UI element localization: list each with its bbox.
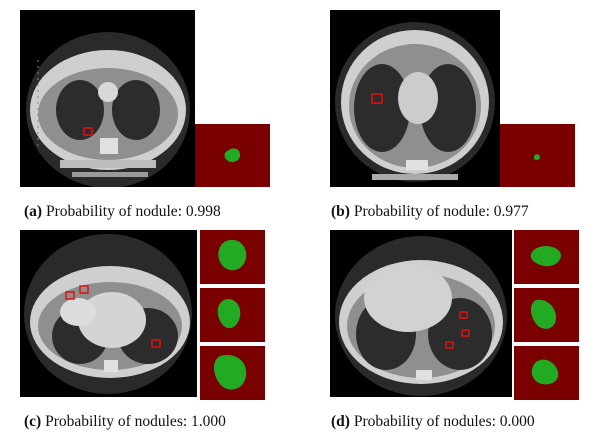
caption-d: (d) Probability of nodules: 0.000 xyxy=(331,413,535,430)
nodule-mask-b xyxy=(500,124,575,187)
nodule-marker xyxy=(371,93,383,104)
caption-a: (a) Probability of nodule: 0.998 xyxy=(24,203,221,220)
caption-c: (c) Probability of nodules: 1.000 xyxy=(24,413,226,430)
nodule-mask-c2 xyxy=(200,288,265,342)
nodule-mask-d2 xyxy=(514,288,579,342)
ct-scan-d xyxy=(330,230,512,397)
ct-scan-a xyxy=(20,10,195,187)
nodule-marker xyxy=(445,341,454,349)
ct-scan-c xyxy=(20,230,197,397)
nodule-mask-d1 xyxy=(514,230,579,284)
nodule-marker xyxy=(459,311,468,319)
ct-scan-b xyxy=(330,10,500,187)
nodule-marker xyxy=(461,329,470,337)
nodule-mask-c3 xyxy=(200,346,265,400)
nodule-mask-c1 xyxy=(200,230,265,284)
nodule-mask-a xyxy=(195,124,270,187)
nodule-marker xyxy=(79,285,89,294)
nodule-marker xyxy=(151,339,161,348)
nodule-mask-d3 xyxy=(514,346,579,400)
caption-b: (b) Probability of nodule: 0.977 xyxy=(331,203,529,220)
nodule-marker xyxy=(65,291,75,300)
nodule-marker xyxy=(83,127,93,136)
